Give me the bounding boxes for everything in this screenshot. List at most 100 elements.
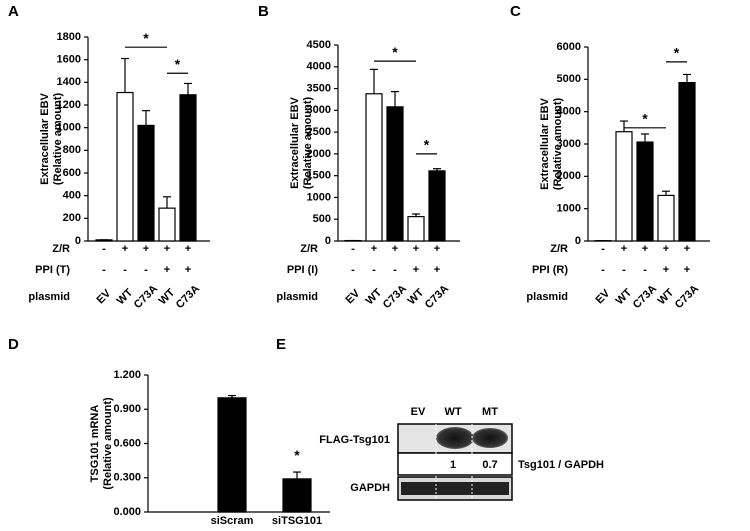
y-tick-label: 3500 xyxy=(307,82,331,94)
row-symbol: - xyxy=(102,264,106,276)
row-label: PPI (R) xyxy=(532,264,568,276)
lane-label: EV xyxy=(411,406,426,418)
y-tick-label: 0.900 xyxy=(113,403,141,415)
significance-label: * xyxy=(294,447,300,463)
lane-label: WT xyxy=(444,406,461,418)
row-symbol: - xyxy=(144,264,148,276)
row-symbol: - xyxy=(351,264,355,276)
y-tick-label: 0 xyxy=(325,235,331,247)
row-label: Z/R xyxy=(550,243,568,255)
category-label: EV xyxy=(343,287,362,306)
row-symbol: + xyxy=(185,243,191,255)
significance-label: * xyxy=(175,56,181,72)
y-axis-label: Extracellular EBV xyxy=(539,97,551,189)
ratio-label: Tsg101 / GAPDH xyxy=(518,459,604,471)
row-label: Z/R xyxy=(52,243,70,255)
row-symbol: + xyxy=(663,264,669,276)
row-symbol: - xyxy=(601,243,605,255)
bar xyxy=(657,194,675,242)
category-label: C73A xyxy=(673,283,701,311)
bar xyxy=(365,93,383,242)
category-label: EV xyxy=(94,287,113,306)
bar xyxy=(636,141,654,242)
y-tick-label: 1600 xyxy=(57,54,81,66)
y-tick-label: 1800 xyxy=(57,31,81,43)
row-symbol: + xyxy=(434,243,440,255)
bar xyxy=(615,131,633,242)
band xyxy=(436,427,474,449)
row-symbol: - xyxy=(393,264,397,276)
significance-label: * xyxy=(143,30,149,46)
y-tick-label: 4500 xyxy=(307,39,331,51)
row-symbol: + xyxy=(164,243,170,255)
row-symbol: - xyxy=(643,264,647,276)
y-tick-label: 500 xyxy=(313,213,331,225)
panel-letter: C xyxy=(510,3,521,20)
y-axis-label: TSG101 mRNA xyxy=(89,405,101,483)
y-tick-label: 4000 xyxy=(307,61,331,73)
row-symbol: - xyxy=(123,264,127,276)
y-tick-label: 2000 xyxy=(307,148,331,160)
bar xyxy=(428,170,446,242)
row-symbol: + xyxy=(642,243,648,255)
category-axis-label: plasmid xyxy=(28,291,70,303)
y-tick-label: 1.200 xyxy=(113,369,141,381)
bar xyxy=(678,81,696,242)
category-label: C73A xyxy=(423,283,451,311)
y-tick-label: 0 xyxy=(575,235,581,247)
row-symbol: - xyxy=(372,264,376,276)
row-symbol: - xyxy=(622,264,626,276)
ratio-frame xyxy=(397,452,513,476)
row-label: FLAG-Tsg101 xyxy=(319,434,390,446)
row-symbol: - xyxy=(102,243,106,255)
y-axis-label: Extracellular EBV xyxy=(39,92,51,184)
y-tick-label: 0 xyxy=(75,235,81,247)
category-axis-label: plasmid xyxy=(526,291,568,303)
row-symbol: + xyxy=(185,264,191,276)
panel-letter: D xyxy=(8,336,19,353)
ratio: 1 xyxy=(450,459,456,471)
bar xyxy=(116,91,134,242)
category-label: C73A xyxy=(631,283,659,311)
y-tick-label: 1000 xyxy=(307,191,331,203)
y-tick-label: 1000 xyxy=(557,203,581,215)
y-tick-label: 200 xyxy=(63,212,81,224)
y-axis-label: (Relative amount) xyxy=(52,93,64,186)
bar xyxy=(158,207,176,242)
row-symbol: + xyxy=(413,243,419,255)
significance-label: * xyxy=(674,45,680,61)
y-axis-label: (Relative amount) xyxy=(102,397,114,490)
y-axis-label: Extracellular EBV xyxy=(289,96,301,188)
significance-label: * xyxy=(424,137,430,153)
lane-label: MT xyxy=(482,406,498,418)
y-tick-label: 4000 xyxy=(557,106,581,118)
y-tick-label: 800 xyxy=(63,144,81,156)
y-tick-label: 5000 xyxy=(557,73,581,85)
category-label: siTSG101 xyxy=(272,515,322,527)
row-symbol: + xyxy=(684,264,690,276)
ratio: 0.7 xyxy=(482,459,497,471)
category-label: EV xyxy=(593,287,612,306)
y-tick-label: 400 xyxy=(63,190,81,202)
row-symbol: + xyxy=(371,243,377,255)
row-label: PPI (T) xyxy=(35,264,70,276)
row-label: Z/R xyxy=(300,243,318,255)
bar xyxy=(282,478,312,513)
row-label: PPI (I) xyxy=(287,264,319,276)
band xyxy=(401,482,509,495)
panel-letter: A xyxy=(8,3,19,20)
y-tick-label: 1200 xyxy=(57,99,81,111)
category-label: C73A xyxy=(132,283,160,311)
bar xyxy=(137,124,155,242)
bar xyxy=(217,397,247,513)
row-label: GAPDH xyxy=(350,482,390,494)
y-axis-label: (Relative amount) xyxy=(302,97,314,190)
significance-label: * xyxy=(642,111,648,127)
row-symbol: + xyxy=(663,243,669,255)
y-tick-label: 600 xyxy=(63,167,81,179)
y-tick-label: 2500 xyxy=(307,126,331,138)
row-symbol: + xyxy=(413,264,419,276)
bar xyxy=(179,94,197,242)
